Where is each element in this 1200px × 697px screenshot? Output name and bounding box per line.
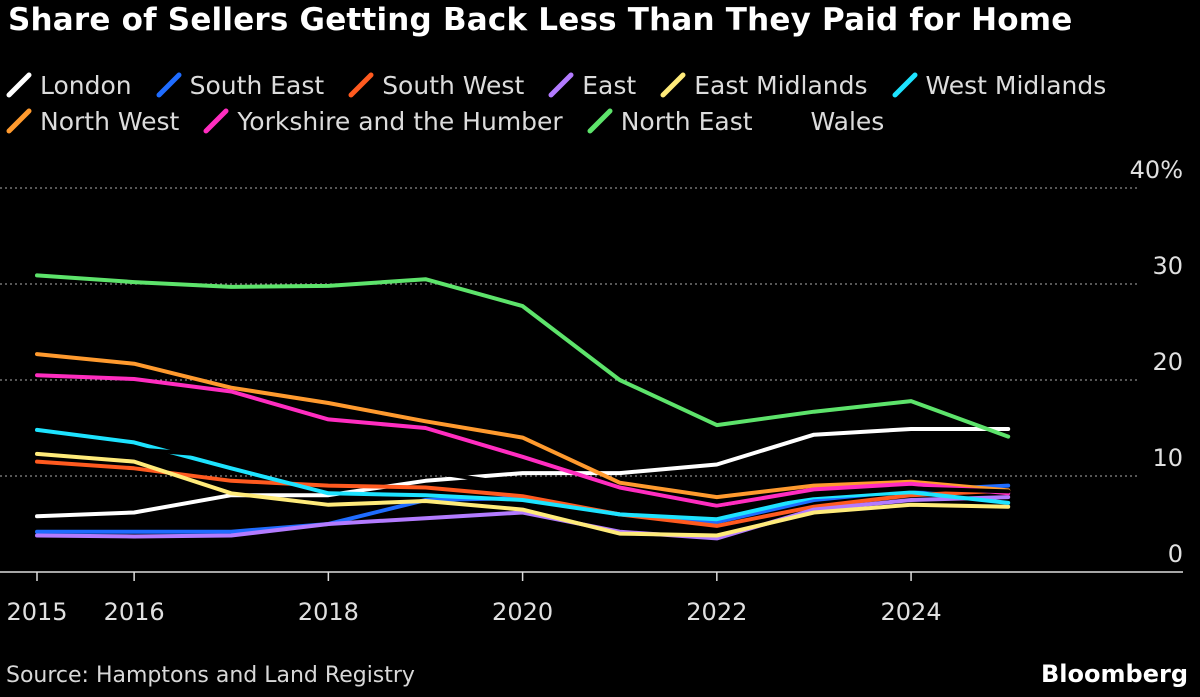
legend-label: London xyxy=(40,70,132,100)
series-line-west-midlands xyxy=(35,427,1011,522)
legend-item-south-west: South West xyxy=(348,71,524,100)
series-line-north-east xyxy=(35,273,1011,439)
legend-label: North East xyxy=(620,106,753,136)
legend-label: North West xyxy=(40,106,180,136)
legend-row-1: London South East South West East East M… xyxy=(6,68,1130,102)
series-line-yorkshire-and-the-humber xyxy=(35,373,1011,508)
legend-item-west-midlands: West Midlands xyxy=(892,70,1107,100)
source-note: Source: Hamptons and Land Registry xyxy=(6,663,415,688)
legend-label: East xyxy=(582,70,637,100)
legend-item-south-east: South East xyxy=(156,70,325,100)
legend-label: Yorkshire and the Humber xyxy=(237,106,563,136)
series-layer xyxy=(35,273,1011,541)
y-tick-label: 40% xyxy=(1130,156,1183,184)
legend-item-north-east: North East xyxy=(587,107,753,136)
y-tick-label: 10 xyxy=(1152,444,1183,472)
y-tick-label: 20 xyxy=(1152,348,1183,376)
x-tick-label: 2020 xyxy=(492,598,553,626)
series-line-wales xyxy=(35,445,1011,512)
x-tick-label: 2018 xyxy=(298,598,359,626)
y-tick-label: 30 xyxy=(1152,252,1183,280)
legend-swatch-icon xyxy=(548,72,574,98)
bloomberg-logo: Bloomberg xyxy=(1041,660,1188,688)
legend-item-london: London xyxy=(6,71,132,100)
series-line-london xyxy=(35,427,1011,519)
x-tick-label: 2016 xyxy=(104,598,165,626)
legend-swatch-icon xyxy=(892,72,918,98)
series-line-east xyxy=(35,495,1011,541)
legend-label: South West xyxy=(382,70,525,100)
legend-swatch-icon xyxy=(156,72,182,98)
axis-layer: 0 10 20 30 40% 2015 2016 2018 2020 2022 2024 xyxy=(0,156,1183,626)
x-tick-label: 2024 xyxy=(881,598,942,626)
grid-layer xyxy=(0,187,1140,477)
series-line-north-west xyxy=(35,352,1011,500)
x-tick-label: 2022 xyxy=(686,598,747,626)
y-tick-label: 0 xyxy=(1168,540,1183,568)
legend-swatch-icon xyxy=(203,108,229,134)
legend-item-yorkshire: Yorkshire and the Humber xyxy=(203,106,563,136)
legend-swatch-icon xyxy=(660,72,686,98)
legend-item-east: East xyxy=(548,71,636,100)
legend-label: East Midlands xyxy=(694,70,868,100)
legend-swatch-icon xyxy=(587,108,613,134)
legend-label: Wales xyxy=(810,106,885,136)
x-tick-label: 2015 xyxy=(6,598,67,626)
legend-label: South East xyxy=(189,70,325,100)
legend-swatch-icon xyxy=(348,72,374,98)
legend-label: West Midlands xyxy=(925,70,1107,100)
chart-title: Share of Sellers Getting Back Less Than … xyxy=(8,2,1073,38)
legend-swatch-icon xyxy=(6,108,32,134)
legend-item-wales: Wales xyxy=(777,106,885,136)
legend-item-north-west: North West xyxy=(6,107,179,136)
series-line-south-west xyxy=(35,459,1011,528)
legend-swatch-icon xyxy=(6,72,32,98)
legend-swatch-icon xyxy=(777,108,803,134)
legend-item-east-midlands: East Midlands xyxy=(660,70,868,100)
series-line-east-midlands xyxy=(35,451,1011,538)
legend-row-2: North West Yorkshire and the Humber Nort… xyxy=(6,104,908,138)
